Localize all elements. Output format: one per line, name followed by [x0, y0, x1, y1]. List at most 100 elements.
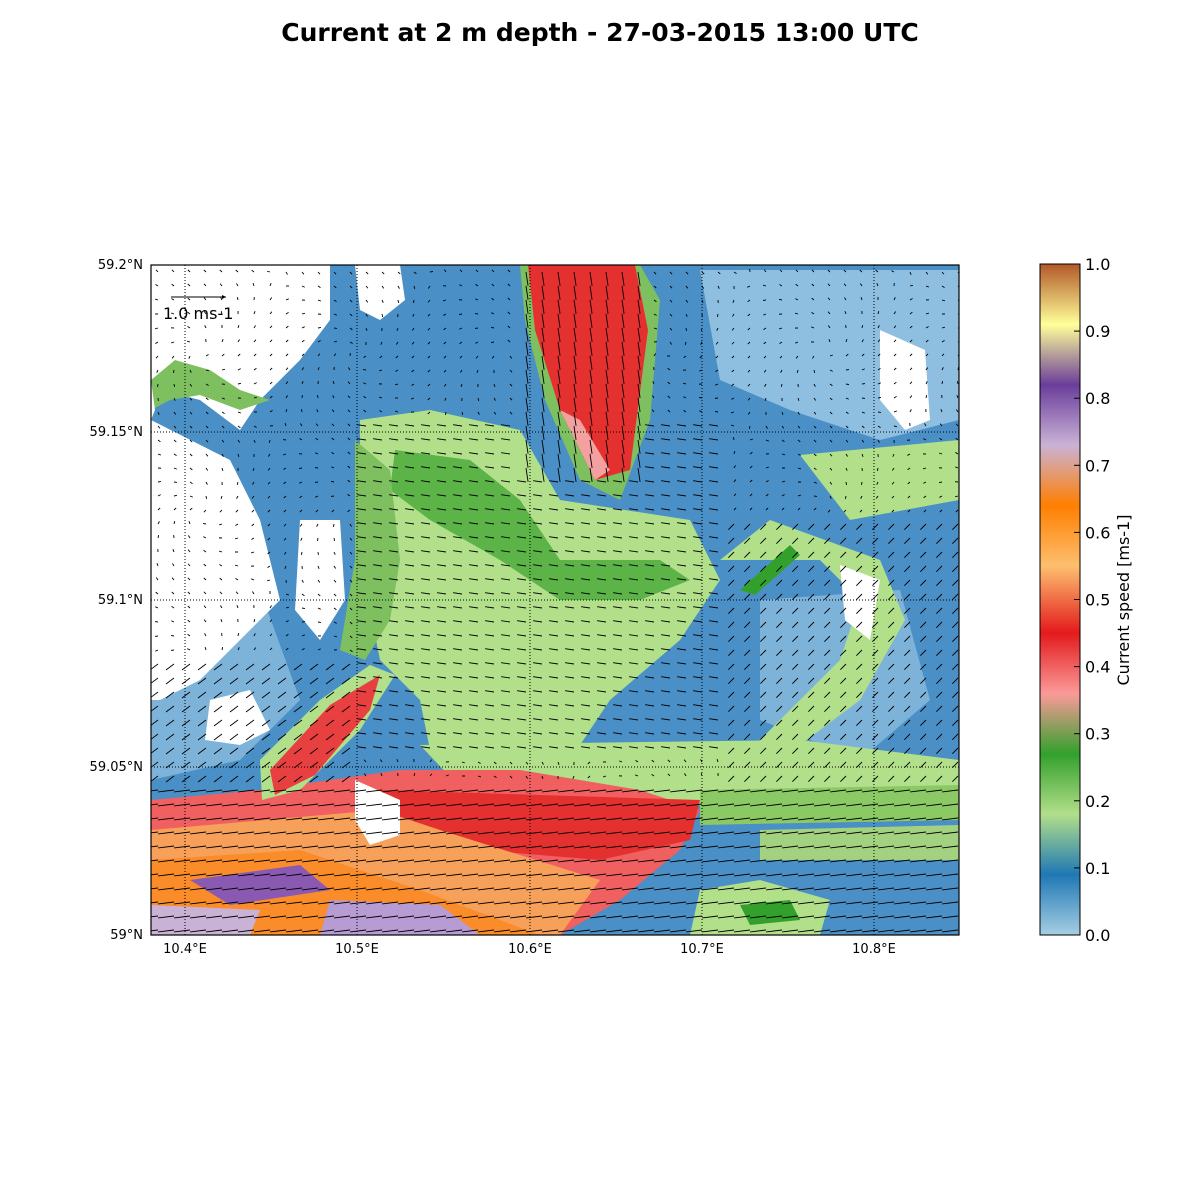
vector-arrow — [349, 271, 353, 275]
vector-arrow — [333, 607, 337, 611]
vector-arrow — [574, 859, 591, 863]
vector-arrow — [629, 564, 639, 567]
vector-arrow — [405, 620, 415, 623]
vector-arrow — [573, 299, 577, 314]
vector-arrow — [590, 901, 607, 905]
vector-arrow — [894, 915, 911, 919]
vector-arrow — [286, 915, 303, 919]
vector-arrow — [485, 522, 495, 525]
vector-arrow — [270, 831, 287, 835]
vector-arrow — [213, 747, 223, 755]
vector-arrow — [173, 397, 176, 401]
vector-arrow — [760, 551, 767, 558]
vector-arrow — [261, 775, 271, 783]
vector-arrow — [797, 467, 801, 470]
vector-arrow — [181, 663, 191, 671]
vector-arrow — [861, 339, 864, 343]
vector-arrow — [285, 647, 289, 651]
vector-arrow — [501, 508, 511, 511]
vector-arrow — [654, 929, 671, 933]
vector-arrow — [798, 817, 815, 821]
vector-arrow — [286, 929, 303, 933]
vector-arrow — [613, 550, 623, 553]
vector-arrow — [760, 607, 767, 614]
vector-arrow — [845, 383, 850, 386]
vector-arrow — [266, 579, 271, 582]
vector-arrow — [910, 803, 927, 807]
vector-arrow — [573, 411, 577, 426]
vector-arrow — [284, 422, 287, 427]
vector-arrow — [920, 747, 927, 754]
vector-arrow — [357, 494, 367, 497]
vector-arrow — [381, 271, 385, 275]
vector-arrow — [846, 803, 863, 807]
vector-arrow — [203, 549, 207, 553]
vector-arrow — [517, 676, 527, 679]
vector-arrow — [760, 579, 767, 586]
lat-tick-label: 59.2°N — [98, 258, 143, 273]
vector-arrow — [437, 704, 447, 707]
vector-arrow — [181, 705, 191, 713]
vector-arrow — [350, 929, 367, 933]
vector-arrow — [589, 425, 593, 440]
vector-arrow — [781, 439, 785, 443]
vector-arrow — [808, 747, 815, 754]
vector-arrow — [301, 339, 305, 343]
vector-arrow — [389, 536, 399, 539]
vector-arrow — [910, 789, 927, 793]
vector-arrow — [317, 271, 321, 275]
vector-arrow — [925, 326, 929, 329]
vector-arrow — [155, 649, 159, 652]
vector-arrow — [829, 354, 833, 357]
vector-arrow — [533, 704, 543, 707]
vector-arrow — [702, 859, 719, 863]
vector-arrow — [597, 536, 607, 539]
vector-arrow — [581, 676, 591, 679]
vector-arrow — [229, 733, 239, 741]
vector-arrow — [437, 676, 447, 679]
vector-arrow — [667, 367, 671, 371]
vector-arrow — [795, 341, 799, 344]
vector-arrow — [909, 271, 912, 275]
vector-arrow — [421, 732, 431, 735]
vector-arrow — [925, 339, 929, 343]
vector-arrow — [151, 845, 159, 848]
vector-arrow — [188, 355, 191, 359]
vector-arrow — [549, 676, 559, 679]
vector-arrow — [811, 326, 815, 329]
vector-arrow — [187, 563, 191, 567]
vector-arrow — [846, 859, 863, 863]
vector-arrow — [190, 915, 207, 919]
vector-arrow — [334, 859, 351, 863]
vector-arrow — [645, 704, 655, 707]
vector-arrow — [151, 887, 159, 890]
vector-arrow — [792, 649, 799, 656]
vector-arrow — [782, 803, 799, 807]
vector-arrow — [398, 915, 415, 919]
vector-arrow — [330, 480, 335, 483]
vector-arrow — [341, 705, 351, 713]
vector-arrow — [325, 691, 335, 699]
vector-arrow — [395, 355, 399, 359]
vector-arrow — [533, 522, 543, 525]
vector-arrow — [613, 620, 623, 623]
vector-arrow — [645, 662, 655, 665]
vector-arrow — [709, 648, 719, 651]
vector-arrow — [637, 369, 641, 384]
vector-arrow — [557, 369, 561, 384]
vector-arrow — [862, 845, 879, 849]
vector-arrow — [573, 453, 577, 468]
vector-arrow — [605, 313, 609, 328]
vector-arrow — [876, 283, 879, 287]
vector-arrow — [221, 467, 224, 471]
vector-arrow — [750, 803, 767, 807]
vector-arrow — [469, 606, 479, 609]
vector-arrow — [824, 607, 831, 614]
vector-arrow — [203, 311, 207, 315]
vector-arrow — [269, 381, 273, 385]
vector-arrow — [459, 327, 463, 330]
vector-arrow — [542, 901, 559, 905]
vector-arrow — [894, 803, 911, 807]
vector-arrow — [942, 873, 959, 877]
vector-arrow — [613, 564, 623, 567]
